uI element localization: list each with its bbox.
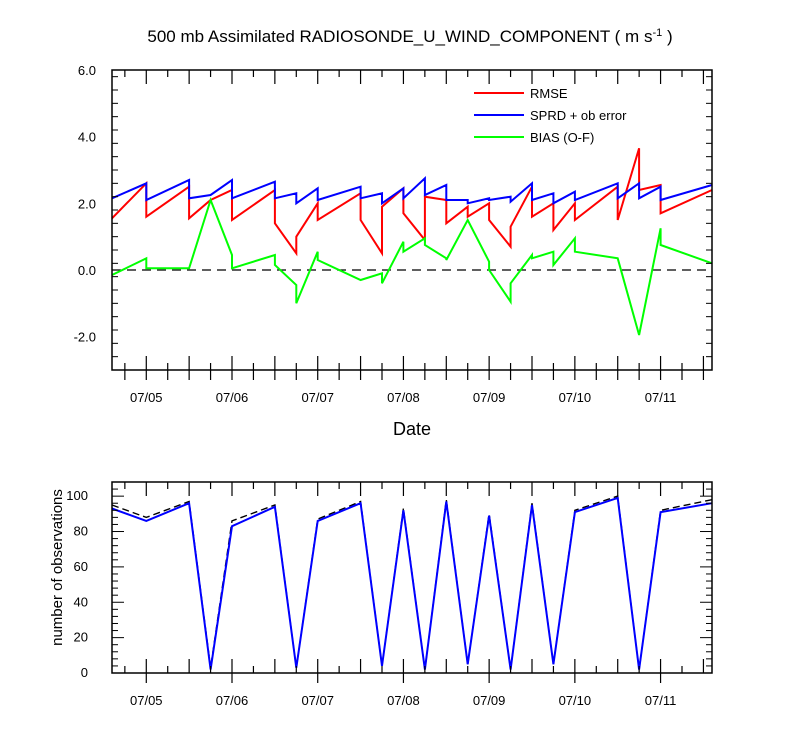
bottom-x-tick-labels: 07/05 07/06 07/07 07/08 07/09 07/10 07/11 xyxy=(130,693,676,708)
y-tick-label: 100 xyxy=(66,488,88,503)
bottom-y-tick-labels: 0 20 40 60 80 100 xyxy=(66,488,88,680)
series-line-rmse xyxy=(111,148,713,257)
top-ticks xyxy=(112,70,712,380)
top-plot-frame xyxy=(111,69,713,371)
chart-title: 500 mb Assimilated RADIOSONDE_U_WIND_COM… xyxy=(147,27,672,46)
x-tick-label: 07/08 xyxy=(387,390,420,405)
bottom-y-axis-label: number of observations xyxy=(49,489,66,646)
y-tick-label: 80 xyxy=(74,524,88,539)
y-tick-label: -2.0 xyxy=(74,330,96,345)
title-end: ) xyxy=(662,27,672,46)
bottom-plot-frame xyxy=(111,481,713,674)
legend-label-sprd: SPRD + ob error xyxy=(530,108,627,123)
title-main: 500 mb Assimilated RADIOSONDE_U_WIND_COM… xyxy=(147,27,652,46)
series-line-obs_used xyxy=(111,496,713,670)
x-tick-label: 07/06 xyxy=(216,390,249,405)
legend-label-bias: BIAS (O-F) xyxy=(530,130,594,145)
x-tick-label: 07/08 xyxy=(387,693,420,708)
top-series-group xyxy=(111,148,713,336)
x-tick-label: 07/06 xyxy=(216,693,249,708)
y-tick-label: 4.0 xyxy=(78,130,96,145)
x-tick-label: 07/05 xyxy=(130,693,163,708)
x-tick-label: 07/11 xyxy=(645,693,677,708)
top-x-axis-label: Date xyxy=(393,419,431,439)
legend-label-rmse: RMSE xyxy=(530,86,568,101)
top-x-tick-labels: 07/05 07/06 07/07 07/08 07/09 07/10 07/11 xyxy=(130,390,676,405)
x-tick-label: 07/10 xyxy=(559,390,592,405)
title-superscript: -1 xyxy=(652,27,662,39)
x-tick-label: 07/11 xyxy=(645,390,677,405)
x-tick-label: 07/09 xyxy=(473,693,506,708)
x-tick-label: 07/05 xyxy=(130,390,163,405)
series-line-bias xyxy=(111,196,713,336)
x-tick-label: 07/07 xyxy=(301,693,334,708)
x-tick-label: 07/10 xyxy=(559,693,592,708)
y-tick-label: 40 xyxy=(74,594,88,609)
y-tick-label: 6.0 xyxy=(78,63,96,78)
y-tick-label: 20 xyxy=(74,630,88,645)
legend: RMSE SPRD + ob error BIAS (O-F) xyxy=(474,86,627,145)
bottom-ticks xyxy=(112,481,712,683)
bottom-series-group xyxy=(111,495,713,670)
series-line-sprd xyxy=(111,176,713,206)
y-tick-label: 2.0 xyxy=(78,196,96,211)
y-tick-label: 0 xyxy=(81,665,88,680)
top-y-tick-labels: 6.0 4.0 2.0 0.0 -2.0 xyxy=(74,63,96,345)
x-tick-label: 07/09 xyxy=(473,390,506,405)
top-chart: 6.04.02.00.0-2.0 07/05 07/06 07/07 07/08 07/… xyxy=(74,63,713,439)
y-tick-label: 60 xyxy=(74,559,88,574)
series-line-obs_possible xyxy=(111,495,713,670)
x-tick-label: 07/07 xyxy=(301,390,334,405)
y-tick-label: 0.0 xyxy=(78,263,96,278)
